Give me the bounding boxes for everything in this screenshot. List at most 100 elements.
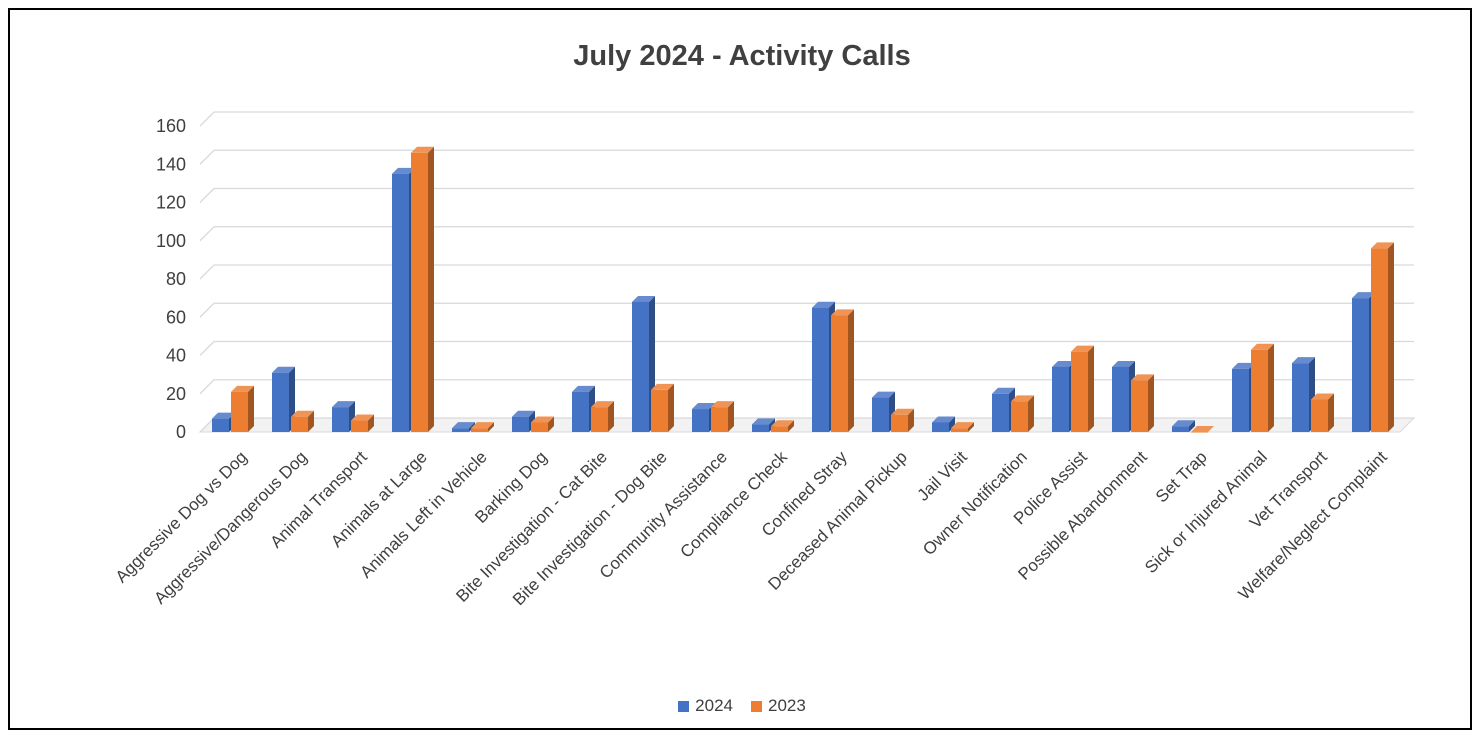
bar-side (368, 414, 374, 432)
bar-front (1172, 426, 1189, 432)
bar-front (452, 428, 469, 432)
bar-front (752, 424, 769, 432)
bar-side (848, 309, 854, 432)
bar-2023 (651, 383, 674, 432)
bar-front (1191, 432, 1208, 433)
bar-top (1191, 426, 1214, 432)
bar-top (512, 410, 535, 417)
gridline (199, 149, 1414, 165)
bar-top (572, 385, 595, 392)
bar-side (488, 422, 494, 432)
bar-side (469, 422, 475, 432)
bar-front (632, 301, 649, 432)
bar-2023 (711, 401, 734, 432)
bar-2023 (771, 420, 794, 432)
bar-front (1311, 399, 1328, 432)
bar-top (891, 408, 914, 415)
y-tick-label: 100 (156, 231, 186, 251)
bar-front (272, 372, 289, 432)
bar-2024 (932, 416, 955, 432)
legend: 2024 2023 (10, 696, 1474, 716)
bar-front (512, 416, 529, 432)
bar-top (531, 416, 554, 423)
gridline (199, 226, 1414, 242)
bar-side (769, 418, 775, 432)
bar-front (1131, 380, 1148, 432)
bar-front (1251, 349, 1268, 432)
bar-front (1352, 298, 1369, 432)
bar-front (1052, 366, 1069, 432)
y-tick-label: 20 (166, 384, 186, 404)
bar-2023 (1311, 393, 1334, 432)
x-category-label: Set Trap (1152, 447, 1211, 506)
bar-top (1352, 292, 1375, 299)
bar-front (291, 416, 308, 432)
bar-front (332, 407, 349, 432)
gridline (199, 111, 1414, 127)
bar-side (1268, 343, 1274, 432)
bar-2023 (231, 385, 254, 432)
legend-label: 2024 (695, 696, 733, 715)
bar-side (1388, 242, 1394, 432)
bar-side (949, 416, 955, 432)
bar-front (1232, 368, 1249, 432)
y-tick-label: 60 (166, 307, 186, 327)
bar-top (1371, 242, 1394, 249)
y-tick-label: 140 (156, 154, 186, 174)
bar-front (771, 426, 788, 432)
gridline (199, 264, 1414, 280)
bar-top (591, 401, 614, 408)
bar-front (591, 407, 608, 432)
bar-2023 (1251, 343, 1274, 432)
bar-front (711, 407, 728, 432)
bar-2023 (471, 422, 494, 432)
bar-side (548, 416, 554, 432)
gridline (199, 340, 1414, 356)
bar-side (248, 385, 254, 432)
bar-top (351, 414, 374, 421)
bar-2023 (351, 414, 374, 432)
bar-side (608, 401, 614, 432)
bar-front (872, 397, 889, 432)
bar-top (1071, 345, 1094, 352)
bar-top (1052, 360, 1075, 367)
bar-front (1371, 248, 1388, 432)
bar-2023 (1011, 395, 1034, 432)
bar-front (531, 422, 548, 432)
bar-front (212, 418, 229, 432)
bar-top (231, 385, 254, 392)
bar-2024 (452, 422, 475, 432)
bar-2023 (951, 422, 974, 432)
y-tick-label: 120 (156, 193, 186, 213)
x-category-label: Jail Visit (914, 447, 971, 504)
bar-top (291, 410, 314, 417)
bar-side (968, 422, 974, 432)
bar-2023 (591, 401, 614, 432)
legend-item: 2024 (678, 696, 733, 716)
bar-2024 (272, 366, 295, 432)
y-tick-label: 40 (166, 346, 186, 366)
bar-front (932, 422, 949, 432)
bar-front (992, 393, 1009, 432)
y-tick-label: 160 (156, 116, 186, 136)
bar-top (932, 416, 955, 423)
bar-top (632, 295, 655, 302)
bar-top (752, 418, 775, 425)
bar-front (1071, 351, 1088, 432)
bar-2024 (752, 418, 775, 432)
bar-front (831, 315, 848, 432)
bar-side (788, 420, 794, 432)
x-category-label: Owner Notification (919, 447, 1031, 559)
bar-top (692, 403, 715, 410)
bar-side (668, 383, 674, 432)
chart-frame: July 2024 - Activity Calls 0 20 40 60 80 100 1… (8, 8, 1472, 730)
bar-2024 (632, 295, 655, 432)
bar-top (332, 401, 355, 408)
bar-front (951, 428, 968, 432)
bar-side (308, 410, 314, 432)
bar-top (651, 383, 674, 390)
bar-front (891, 414, 908, 432)
bar-front (1292, 363, 1309, 432)
bar-front (692, 409, 709, 432)
bar-front (1011, 401, 1028, 432)
